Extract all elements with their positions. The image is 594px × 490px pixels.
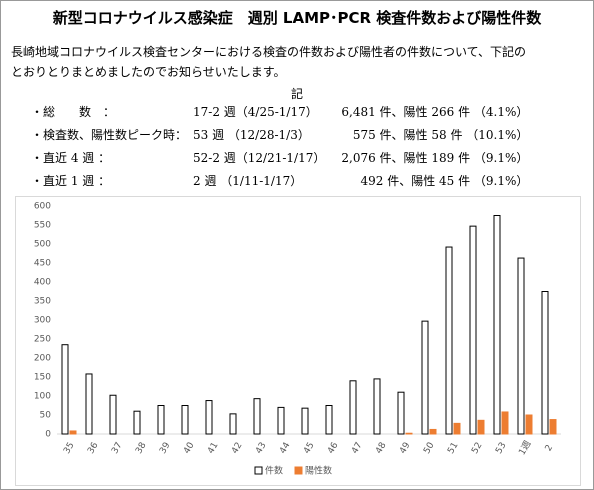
y-tick-label: 400 <box>34 278 51 288</box>
x-tick-label: 53 <box>494 441 508 456</box>
x-tick-label: 41 <box>206 441 220 456</box>
summary-cell: ・直近 4 週 ： <box>31 151 111 165</box>
legend-swatch <box>294 466 303 475</box>
chart-frame <box>15 196 581 486</box>
summary-cell: 2,076 件、陽性 189 件 （9.1%） <box>341 151 529 165</box>
bar <box>477 419 485 435</box>
x-tick-label: 43 <box>254 441 268 456</box>
summary-row: ・直近 4 週 ： 52-2 週（12/21-1/17） 2,076 件、陽性 18… <box>31 147 534 170</box>
summary-row: ・総 数 ： 17-2 週（4/25-1/17） 6,481 件、陽性 266 件 … <box>31 101 534 124</box>
bar <box>69 430 77 435</box>
bar <box>445 246 453 435</box>
legend-label: 件数 <box>265 465 283 477</box>
bar <box>493 215 501 435</box>
bar <box>453 422 461 435</box>
x-tick-label: 37 <box>110 441 124 456</box>
intro-line: とおりとりまとめましたのでお知らせいたします。 <box>11 65 286 79</box>
summary-cell: ・総 数 ： <box>31 105 116 119</box>
bar <box>421 320 429 435</box>
bar <box>549 419 557 435</box>
bar <box>405 432 413 435</box>
summary-cell: 492 件、陽性 45 件 （9.1%） <box>360 174 529 188</box>
y-tick-label: 150 <box>34 373 51 383</box>
legend-swatch <box>254 466 263 475</box>
bar <box>109 394 117 435</box>
y-tick-label: 0 <box>45 430 51 440</box>
x-tick-label: 42 <box>230 441 244 456</box>
bar <box>501 411 509 435</box>
legend-label: 陽性数 <box>305 465 332 477</box>
x-tick-label: 47 <box>350 441 364 456</box>
summary-cell: 2 週 （1/11-1/17） <box>193 174 303 188</box>
y-tick-label: 300 <box>34 316 51 326</box>
bar <box>541 291 549 435</box>
bar <box>325 405 333 435</box>
summary-cell: 6,481 件、陽性 266 件 （4.1%） <box>341 105 529 119</box>
y-tick-label: 200 <box>34 354 51 364</box>
x-tick-label: 35 <box>62 441 76 456</box>
bar <box>229 413 237 435</box>
x-tick-label: 52 <box>470 441 484 456</box>
x-tick-label: 51 <box>446 441 460 456</box>
intro-line: 長崎地域コロナウイルス検査センターにおける検査の件数および陽性者の件数について、… <box>11 45 527 59</box>
bar <box>205 400 213 435</box>
summary-row: ・検査数、陽性数ピーク時： 53 週 （12/28-1/3） 575 件、陽性 58… <box>31 124 534 147</box>
bar <box>429 428 437 435</box>
bar <box>301 407 309 435</box>
y-tick-label: 600 <box>34 202 51 212</box>
bar <box>469 225 477 435</box>
summary-cell: 575 件、陽性 58 件 （10.1%） <box>352 128 529 142</box>
y-tick-label: 550 <box>34 221 51 231</box>
bar <box>181 405 189 435</box>
bar <box>525 414 533 435</box>
title: 新型コロナウイルス感染症 週別 LAMP･PCR 検査件数および陽性件数 <box>52 9 542 27</box>
y-tick-label: 500 <box>34 240 51 250</box>
y-tick-label: 100 <box>34 392 51 402</box>
bar <box>61 344 69 435</box>
bar <box>133 410 141 435</box>
x-tick-label: 45 <box>302 441 316 456</box>
bar <box>349 380 357 435</box>
y-tick-label: 350 <box>34 297 51 307</box>
bar <box>157 405 165 435</box>
bar <box>397 391 405 435</box>
x-tick-label: 2 <box>544 443 556 453</box>
y-tick-label: 50 <box>40 411 52 421</box>
summary-cell: ・直近 1 週 ： <box>31 174 111 188</box>
summary-cell: 17-2 週（4/25-1/17） <box>193 105 318 119</box>
bar <box>85 373 93 435</box>
y-tick-label: 250 <box>34 335 51 345</box>
bar <box>517 257 525 435</box>
bar <box>253 398 261 435</box>
summary-cell: 52-2 週（12/21-1/17） <box>193 151 326 165</box>
summary-row: ・直近 1 週 ： 2 週 （1/11-1/17） 492 件、陽性 45 件 （9… <box>31 170 534 193</box>
bar <box>373 378 381 435</box>
bar <box>277 406 285 435</box>
y-tick-label: 450 <box>34 259 51 269</box>
note-heading: 記 <box>290 87 303 101</box>
summary-table: ・総 数 ： 17-2 週（4/25-1/17） 6,481 件、陽性 266 件 … <box>31 101 534 193</box>
summary-cell: 53 週 （12/28-1/3） <box>193 128 310 142</box>
summary-cell: ・検査数、陽性数ピーク時： <box>31 128 188 142</box>
